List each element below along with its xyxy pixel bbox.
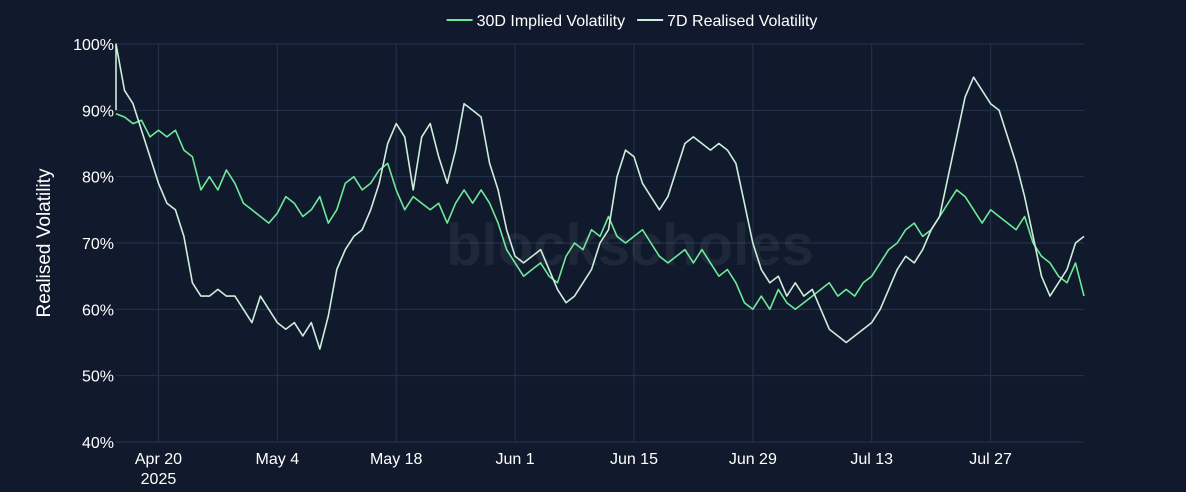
legend-label: 7D Realised Volatility xyxy=(667,13,817,30)
x-tick-label: Jul 13 xyxy=(850,451,893,468)
y-tick-label: 100% xyxy=(73,37,114,54)
legend-label: 30D Implied Volatility xyxy=(477,13,626,30)
x-tick-label: May 4 xyxy=(256,451,300,468)
x-tick-label: Apr 20 xyxy=(135,451,182,468)
x-tick-sublabel: 2025 xyxy=(141,471,177,488)
y-tick-label: 90% xyxy=(82,103,114,120)
y-tick-label: 60% xyxy=(82,302,114,319)
y-tick-label: 40% xyxy=(82,435,114,452)
y-axis-title: Realised Volatility xyxy=(34,168,55,317)
legend[interactable]: 30D Implied Volatility 7D Realised Volati… xyxy=(446,13,818,30)
x-tick-label: Jul 27 xyxy=(969,451,1012,468)
x-tick-label: Jun 29 xyxy=(729,451,777,468)
y-tick-label: 70% xyxy=(82,236,114,253)
y-axis-ticks: 40% 50% 60% 70% 80% 90% 100% xyxy=(73,37,114,452)
y-tick-label: 50% xyxy=(82,369,114,386)
legend-item[interactable]: 7D Realised Volatility xyxy=(637,13,817,30)
x-axis-ticks: Apr 20 2025 May 4 May 18 Jun 1 Jun 15 Jun 29 Ju… xyxy=(135,451,1012,488)
x-tick-label: May 18 xyxy=(370,451,423,468)
x-tick-label: Jun 15 xyxy=(610,451,658,468)
series-lines xyxy=(115,43,1085,350)
y-tick-label: 80% xyxy=(82,170,114,187)
series-line xyxy=(115,43,1085,350)
legend-item[interactable]: 30D Implied Volatility xyxy=(446,13,626,30)
watermark: blockscholes xyxy=(446,213,813,278)
x-tick-label: Jun 1 xyxy=(496,451,535,468)
grid xyxy=(116,43,1084,443)
series-line xyxy=(115,112,1085,311)
